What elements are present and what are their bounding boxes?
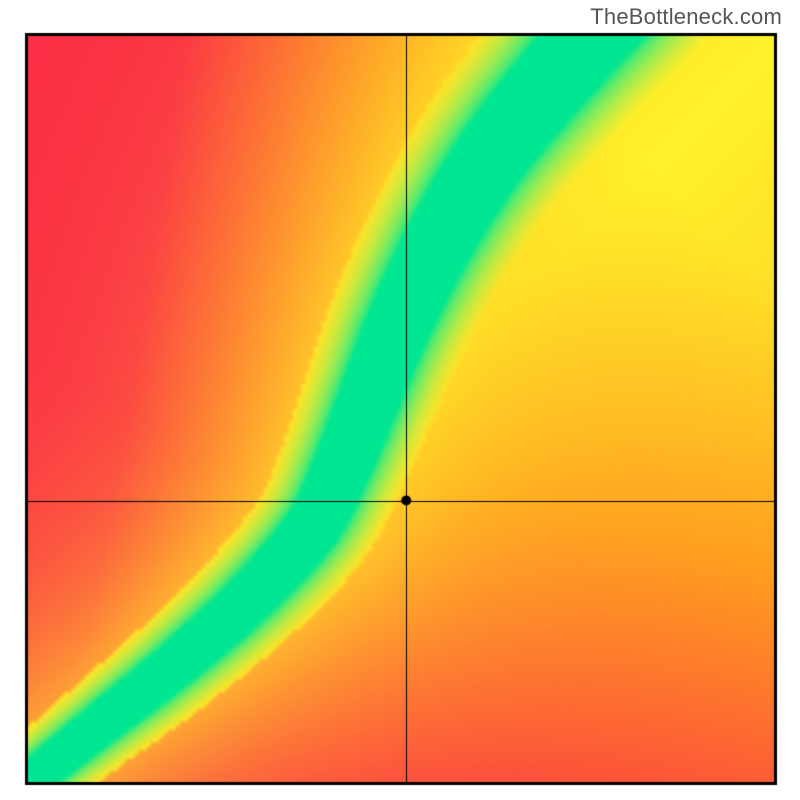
chart-container: TheBottleneck.com [0, 0, 800, 800]
watermark-text: TheBottleneck.com [590, 4, 782, 30]
overlay-canvas [0, 0, 800, 800]
